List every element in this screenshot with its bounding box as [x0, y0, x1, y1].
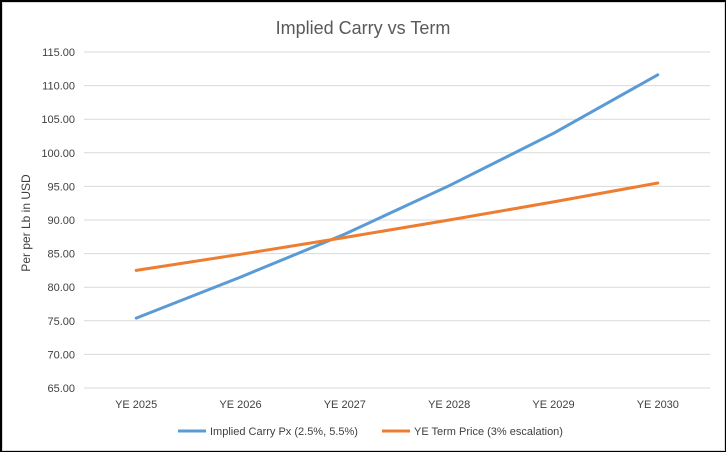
- y-tick-label: 70.00: [47, 349, 75, 361]
- x-tick-label: YE 2026: [219, 399, 261, 411]
- line-chart: Implied Carry vs Term 65.00 70.00 75.00 80.…: [19, 18, 710, 438]
- y-tick-label: 105.00: [41, 114, 75, 126]
- y-axis-ticks: 65.00 70.00 75.00 80.00 85.00 90.00 95.00 100.0…: [41, 47, 75, 395]
- series-lines: [134, 73, 660, 320]
- y-tick-label: 115.00: [42, 47, 75, 59]
- x-tick-label: YE 2025: [115, 399, 157, 411]
- legend: Implied Carry Px (2.5%, 5.5%) YE Term Pri…: [178, 426, 563, 438]
- x-tick-label: YE 2030: [637, 399, 679, 411]
- y-tick-label: 80.00: [47, 282, 75, 294]
- legend-label-2: YE Term Price (3% escalation): [414, 426, 563, 438]
- x-tick-label: YE 2029: [532, 399, 574, 411]
- y-tick-label: 95.00: [47, 181, 75, 193]
- x-tick-label: YE 2027: [324, 399, 366, 411]
- y-tick-label: 85.00: [47, 249, 75, 261]
- y-tick-label: 65.00: [47, 383, 75, 395]
- x-axis-ticks: YE 2025 YE 2026 YE 2027 YE 2028 YE 2029 YE 20…: [115, 399, 679, 411]
- y-tick-label: 110.00: [42, 81, 75, 93]
- y-axis-label: Per per Lb in USD: [19, 174, 33, 272]
- x-tick-label: YE 2028: [428, 399, 470, 411]
- series-line-2: [134, 181, 660, 272]
- gridlines: [84, 51, 710, 389]
- y-tick-label: 100.00: [41, 148, 75, 160]
- y-tick-label: 75.00: [47, 316, 75, 328]
- series-line-1: [134, 73, 660, 320]
- chart-title: Implied Carry vs Term: [276, 18, 451, 38]
- y-tick-label: 90.00: [47, 215, 75, 227]
- legend-label-1: Implied Carry Px (2.5%, 5.5%): [210, 426, 358, 438]
